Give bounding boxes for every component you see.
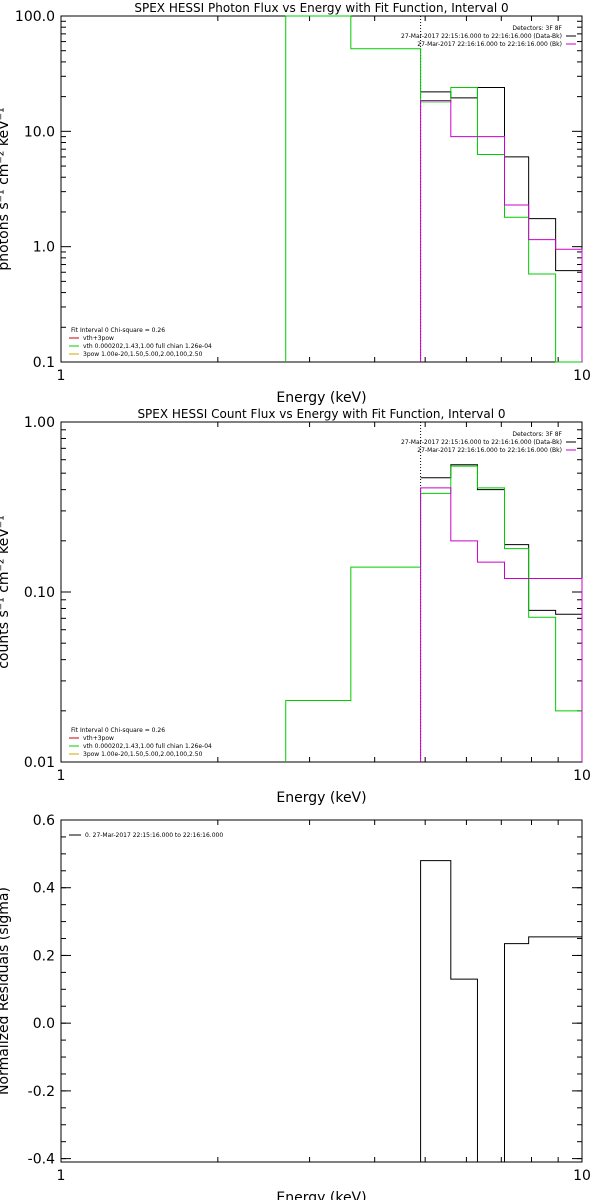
y-tick-label: 0.6 (33, 813, 55, 829)
y-axis-label: Normalized Residuals (sigma) (0, 887, 12, 1095)
series-line-2 (285, 465, 582, 762)
series-line-2 (285, 15, 582, 363)
x-tick-label: 10 (573, 368, 591, 384)
series-line-3 (420, 100, 583, 362)
y-tick-label: 0.0 (33, 1016, 55, 1032)
legend-entry: Fit Interval 0 Chi-square = 0.26 (71, 727, 165, 734)
x-tick-label: 10 (573, 1168, 591, 1184)
legend-entry: vth 0.000202,1.43,1.00 full chian 1.26e-… (83, 743, 212, 750)
x-tick-label: 10 (573, 768, 591, 784)
y-tick-label: -0.2 (28, 1084, 55, 1100)
plot-frame (60, 819, 583, 1163)
legend-entry: 3pow 1.00e-20,1.50,5.00,2.00,100,2.50 (83, 751, 203, 758)
legend-entry: vth+3pow (83, 335, 114, 342)
series-line-1 (420, 86, 582, 272)
y-tick-label: 0.1 (33, 355, 55, 371)
plot-frame (60, 15, 583, 363)
legend-entry: vth 0.000202,1.43,1.00 full chian 1.26e-… (83, 343, 212, 350)
chart-panel-3: 1 10 -0.4 -0.2 0.0 0.2 0.4 0.6 Energy (keV) Norma… (0, 813, 591, 1200)
legend-entry: 3pow 1.00e-20,1.50,5.00,2.00,100,2.50 (83, 351, 203, 358)
y-tick-label: 0.2 (33, 948, 55, 964)
y-tick-label: 1.00 (24, 415, 55, 431)
legend-entry: 27-Mar-2017 22:16:16.000 to 22:16:16.000… (417, 447, 562, 454)
x-axis-label: Energy (keV) (276, 390, 366, 406)
y-tick-label: 1.0 (33, 240, 55, 256)
legend-entry: 27-Mar-2017 22:16:16.000 to 22:16:16.000… (417, 41, 562, 48)
x-tick-label: 1 (57, 768, 66, 784)
legend-entry: Fit Interval 0 Chi-square = 0.26 (71, 327, 165, 334)
x-tick-label: 1 (57, 368, 66, 384)
legend-entry: Detectors: 3F 8F (512, 25, 562, 32)
y-tick-label: 0.4 (33, 881, 55, 897)
series-line-1 (420, 464, 582, 615)
y-axis-label: counts s⁻¹ cm⁻² keV⁻¹ (0, 515, 12, 669)
chart-title: SPEX HESSI Photon Flux vs Energy with Fi… (134, 1, 508, 15)
y-tick-label: 10.0 (24, 124, 55, 140)
chart-panel-1: SPEX HESSI Photon Flux vs Energy with Fi… (0, 1, 591, 406)
legend-entry: 27-Mar-2017 22:15:16.000 to 22:16:16.000… (401, 439, 562, 446)
y-tick-label: -0.4 (28, 1152, 55, 1168)
series-line-1 (420, 860, 582, 1163)
series-line-3 (420, 487, 583, 762)
x-tick-label: 1 (57, 1168, 66, 1184)
legend-entry: vth+3pow (83, 735, 114, 742)
legend-entry: 0. 27-Mar-2017 22:15:16.000 to 22:16:16.… (85, 832, 223, 839)
y-axis-label: photons s⁻¹ cm⁻² keV⁻¹ (0, 107, 12, 270)
plot-frame (60, 421, 583, 763)
legend-entry: Detectors: 3F 8F (512, 431, 562, 438)
y-tick-label: 100.0 (15, 9, 55, 25)
x-axis-label: Energy (keV) (276, 790, 366, 806)
chart-panel-2: SPEX HESSI Count Flux vs Energy with Fit… (0, 407, 591, 806)
y-tick-label: 0.10 (24, 585, 55, 601)
y-tick-label: 0.01 (24, 755, 55, 771)
chart-title: SPEX HESSI Count Flux vs Energy with Fit… (137, 407, 505, 421)
legend-entry: 27-Mar-2017 22:15:16.000 to 22:16:16.000… (401, 33, 562, 40)
x-axis-label: Energy (keV) (276, 1190, 366, 1200)
